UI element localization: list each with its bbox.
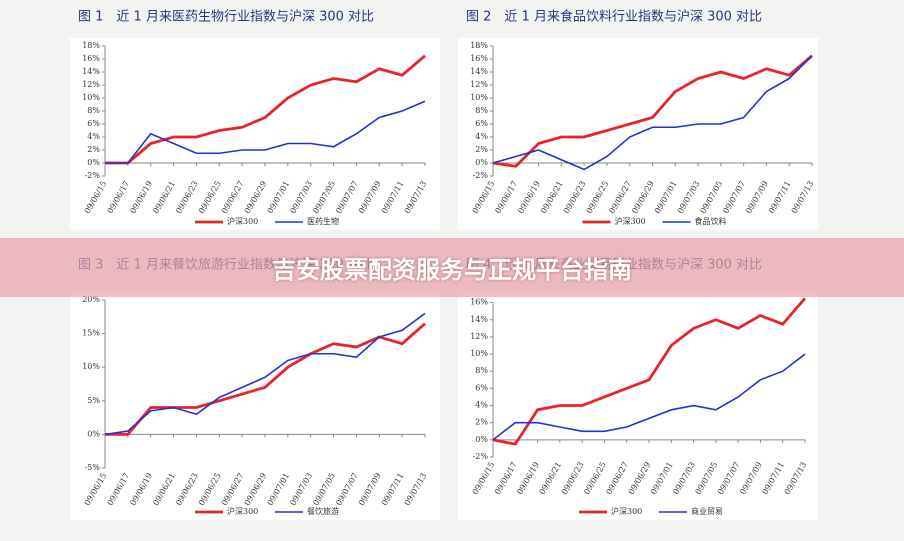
y-tick-label: 10%	[470, 93, 488, 102]
y-tick-label: 10%	[470, 349, 488, 358]
y-tick-label: 4%	[87, 132, 100, 141]
y-tick-label: 0%	[87, 429, 100, 438]
y-tick-label: 20%	[82, 295, 100, 304]
y-tick-label: 16%	[470, 298, 488, 307]
y-tick-label: 2%	[475, 145, 488, 154]
banner: 吉安股票配资服务与正规平台指南	[0, 238, 904, 297]
series-line	[492, 54, 813, 168]
legend-label: 餐饮旅游	[307, 506, 339, 516]
y-tick-label: 18%	[470, 41, 488, 50]
y-tick-label: -2%	[85, 171, 101, 180]
y-tick-label: 10%	[82, 362, 100, 371]
chart-panel	[458, 290, 818, 520]
series-line	[105, 54, 426, 165]
legend-label: 沪深300	[615, 216, 646, 226]
y-tick-label: 0%	[475, 435, 488, 444]
y-tick-label: 2%	[87, 145, 100, 154]
y-tick-label: 14%	[82, 67, 100, 76]
y-tick-label: 14%	[470, 315, 488, 324]
y-tick-label: 6%	[87, 119, 100, 128]
y-tick-label: 5%	[87, 396, 100, 405]
series-line	[492, 353, 806, 441]
series-line	[492, 297, 807, 446]
chart-panel	[70, 290, 440, 520]
y-tick-label: 10%	[82, 93, 100, 102]
y-tick-label: 14%	[470, 67, 488, 76]
y-tick-label: 4%	[475, 401, 488, 410]
y-tick-label: 0%	[87, 158, 100, 167]
series-line	[105, 100, 426, 164]
y-tick-label: 8%	[475, 106, 488, 115]
legend-label: 沪深300	[227, 216, 258, 226]
y-tick-label: 12%	[470, 332, 488, 341]
legend-label: 食品饮料	[695, 216, 727, 226]
y-tick-label: 16%	[82, 54, 100, 63]
chart-title: 图 2 近 1 月来食品饮料行业指数与沪深 300 对比	[466, 9, 762, 25]
legend-label: 医药生物	[307, 216, 339, 226]
y-tick-label: 12%	[470, 80, 488, 89]
y-tick-label: 12%	[82, 80, 100, 89]
y-tick-label: 18%	[82, 41, 100, 50]
y-tick-label: 8%	[475, 366, 488, 375]
y-tick-label: 15%	[82, 329, 100, 338]
y-tick-label: 0%	[475, 158, 488, 167]
legend-label: 商业贸易	[691, 506, 723, 516]
y-tick-label: 6%	[475, 119, 488, 128]
y-tick-label: 2%	[475, 418, 488, 427]
legend-label: 沪深300	[611, 506, 642, 516]
y-tick-label: 4%	[475, 132, 488, 141]
chart-title: 图 1 近 1 月来医药生物行业指数与沪深 300 对比	[78, 9, 374, 25]
y-tick-label: 8%	[87, 106, 100, 115]
y-tick-label: -2%	[473, 171, 489, 180]
y-tick-label: -2%	[473, 452, 489, 461]
legend-label: 沪深300	[227, 506, 258, 516]
series-line	[105, 322, 426, 436]
y-tick-label: -5%	[85, 463, 101, 472]
y-tick-label: 6%	[475, 383, 488, 392]
y-tick-label: 16%	[470, 54, 488, 63]
series-line	[492, 55, 813, 171]
series-line	[104, 312, 426, 436]
